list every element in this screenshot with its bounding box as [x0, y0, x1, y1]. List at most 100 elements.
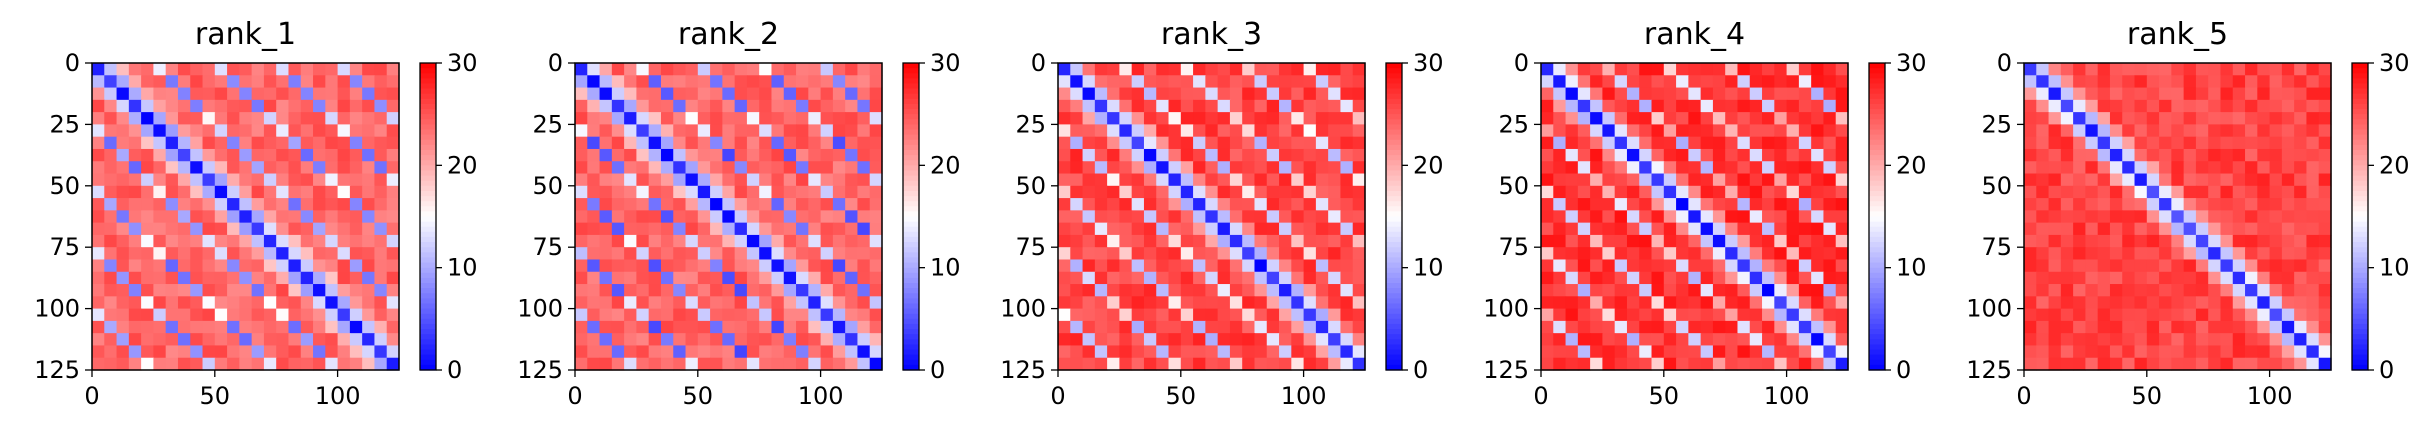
colorbar-segment	[903, 313, 919, 320]
heatmap-cell	[1577, 234, 1591, 248]
heatmap-cell	[116, 320, 130, 334]
heatmap-cell	[2257, 333, 2271, 347]
heatmap-cell	[288, 247, 302, 261]
heatmap-cell	[722, 271, 736, 285]
heatmap-cell	[783, 333, 797, 347]
heatmap-cell	[869, 198, 883, 211]
heatmap-cell	[2097, 124, 2111, 138]
heatmap-cell	[2269, 333, 2283, 347]
colorbar-segment	[2352, 334, 2368, 340]
heatmap-cell	[636, 173, 650, 187]
heatmap-cell	[2036, 136, 2050, 150]
heatmap-cell	[587, 136, 601, 150]
heatmap-cell	[1119, 308, 1133, 322]
heatmap-cell	[1651, 148, 1665, 162]
heatmap-cell	[1762, 296, 1775, 310]
heatmap-cell	[1541, 284, 1554, 297]
y-tick-label: 50	[1015, 172, 1046, 200]
heatmap-cell	[276, 185, 290, 199]
heatmap-cell	[1131, 173, 1145, 187]
heatmap-cell	[251, 296, 265, 310]
heatmap-cell	[165, 136, 179, 150]
heatmap-cell	[1242, 333, 1256, 347]
heatmap-cell	[832, 271, 846, 285]
heatmap-cell	[1676, 63, 1689, 76]
heatmap-cell	[771, 198, 785, 211]
heatmap-cell	[2024, 173, 2037, 187]
heatmap-cell	[1352, 173, 1366, 187]
colorbar-segment	[420, 216, 436, 223]
heatmap-cell	[1700, 173, 1714, 187]
colorbar-segment	[420, 323, 436, 330]
heatmap-cell	[673, 173, 687, 187]
heatmap-cell	[1712, 247, 1726, 261]
colorbar-segment	[903, 349, 919, 356]
heatmap-cell	[116, 308, 130, 322]
heatmap-cell	[92, 222, 105, 236]
heatmap-cell	[2024, 308, 2037, 322]
heatmap-cell	[1193, 222, 1206, 236]
heatmap-cell	[1811, 357, 1825, 371]
heatmap-cell	[141, 222, 154, 236]
heatmap-cell	[1156, 222, 1170, 236]
heatmap-cell	[832, 148, 846, 162]
heatmap-cell	[2048, 124, 2062, 138]
colorbar-segment	[1386, 93, 1402, 100]
heatmap-cell	[1131, 87, 1145, 101]
heatmap-cell	[190, 271, 204, 285]
heatmap-cell	[276, 148, 290, 162]
heatmap-cell	[734, 173, 748, 187]
heatmap-cell	[2245, 210, 2258, 224]
heatmap-cell	[2036, 63, 2050, 76]
heatmap-cell	[1291, 320, 1305, 334]
heatmap-cell	[141, 308, 154, 322]
heatmap-cell	[1242, 247, 1256, 261]
heatmap-cell	[685, 136, 699, 150]
heatmap-cell	[783, 87, 797, 101]
heatmap-cell	[2109, 357, 2123, 371]
heatmap-cell	[648, 222, 662, 236]
heatmap-cell	[1340, 357, 1354, 371]
heatmap-cell	[1798, 99, 1812, 113]
x-tick-label: 100	[1764, 382, 1810, 410]
heatmap-cell	[2257, 308, 2271, 322]
colorbar-segment	[2352, 288, 2368, 294]
heatmap-cell	[2085, 99, 2099, 113]
heatmap-cell	[337, 161, 351, 175]
heatmap-cell	[1762, 234, 1775, 248]
heatmap-cell	[2269, 222, 2283, 236]
heatmap-cell	[2220, 210, 2234, 224]
heatmap-cell	[128, 259, 142, 273]
heatmap-cell	[1541, 173, 1554, 187]
colorbar-segment	[2352, 149, 2368, 156]
heatmap-cell	[288, 333, 302, 347]
heatmap-cell	[1107, 173, 1120, 187]
heatmap-cell	[636, 185, 650, 199]
heatmap-cell	[1651, 234, 1665, 248]
heatmap-cell	[313, 63, 326, 76]
colorbar-segment	[1386, 103, 1402, 110]
heatmap-cell	[1229, 173, 1243, 187]
heatmap-cell	[1058, 210, 1071, 224]
heatmap-cell	[611, 185, 625, 199]
heatmap-cell	[141, 284, 154, 297]
heatmap-cell	[1590, 296, 1603, 310]
heatmap-cell	[128, 247, 142, 261]
heatmap-cell	[2306, 148, 2320, 162]
heatmap-cell	[2183, 320, 2197, 334]
heatmap-cell	[746, 63, 760, 76]
heatmap-cell	[2097, 308, 2111, 322]
heatmap-cell	[1774, 259, 1788, 273]
colorbar-segment	[420, 83, 436, 90]
heatmap-cell	[759, 345, 773, 359]
heatmap-cell	[1340, 247, 1354, 261]
heatmap-cell	[820, 161, 834, 175]
heatmap-cell	[141, 234, 154, 248]
heatmap-cell	[759, 161, 773, 175]
heatmap-cell	[1541, 308, 1554, 322]
heatmap-cell	[771, 247, 785, 261]
heatmap-cell	[1700, 63, 1714, 76]
colorbar-segment	[420, 88, 436, 95]
heatmap-cell	[697, 75, 711, 89]
heatmap-cell	[1303, 296, 1317, 310]
